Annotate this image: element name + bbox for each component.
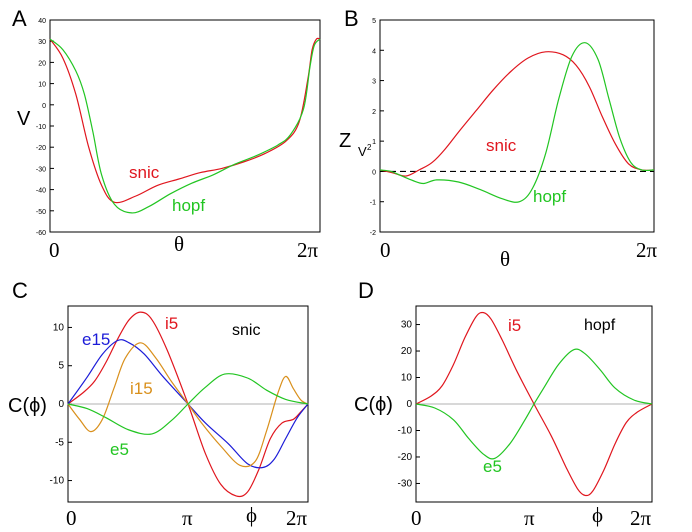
panel-c-ytick-label: -10 <box>50 476 65 487</box>
panel-b-ylabel-sup: 2 <box>367 143 372 152</box>
panel-c-xtick-2pi: 2π <box>286 506 308 530</box>
panel-d-ytick-label: 20 <box>401 346 413 357</box>
panel-a-label-snic: snic <box>129 163 160 182</box>
panel-b-xtick-2pi: 2π <box>636 238 658 262</box>
panel-c-series <box>67 311 309 498</box>
panel-a-ytick-label: -60 <box>36 230 46 237</box>
panel-a-ytick-label: 10 <box>38 82 46 89</box>
panel-c-xtick-0: 0 <box>66 506 77 530</box>
panel-d-label-i5: i5 <box>508 316 521 335</box>
panel-c-letter: C <box>12 278 28 303</box>
panel-b-xlabel: θ <box>500 247 510 271</box>
panel-b-label-snic: snic <box>486 136 517 155</box>
panel-b-xtick-0: 0 <box>380 238 391 262</box>
panel-a-ytick-label: 0 <box>42 103 46 110</box>
panel-b-ylabel: Z <box>339 130 351 152</box>
panel-a-ytick-label: -10 <box>36 124 46 131</box>
panel-c-ytick-label: -5 <box>55 437 64 448</box>
panel-c-xlabel: ϕ <box>246 503 257 527</box>
panel-d-line-e5 <box>415 348 653 460</box>
panel-c-line-i15 <box>67 342 309 468</box>
panel-b-ytick-label: 3 <box>372 79 376 86</box>
panel-d-xlabel: ϕ <box>592 503 603 527</box>
panel-a-line-hopf <box>49 38 321 214</box>
panel-c-ytick-label: 0 <box>58 399 64 410</box>
panel-b-ytick-label: 4 <box>372 48 376 55</box>
panel-c-xtick-pi: π <box>182 506 193 530</box>
panel-c-model-label: snic <box>232 322 260 339</box>
panel-a-ytick-label: 30 <box>38 39 46 46</box>
panel-c-ytick-label: 10 <box>53 322 65 333</box>
panel-b-ytick-label: -1 <box>370 200 376 207</box>
panel-c-label-e5: e5 <box>110 440 129 459</box>
panel-d-xtick-0: 0 <box>411 506 422 530</box>
panel-b-series <box>379 42 655 203</box>
panel-d-ylabel: C(ϕ) <box>354 394 393 416</box>
panel-b-ytick-label: 2 <box>372 109 376 116</box>
panel-c-y-ticks: 10 5 0 -5 -10 <box>50 322 72 487</box>
panel-a-y-ticks: 40 30 20 10 0 -10 -20 -30 -40 -50 -60 <box>36 18 54 237</box>
panel-b-ytick-label: 5 <box>372 18 376 25</box>
panel-d-model-label: hopf <box>584 317 616 334</box>
panel-d: D 30 20 10 0 -10 -20 -30 C(ϕ) 0 π 2π ϕ hopf i5… <box>354 278 653 530</box>
panel-c-label-i5: i5 <box>165 314 178 333</box>
panel-d-label-e5: e5 <box>483 457 502 476</box>
panel-a-ytick-label: 40 <box>38 18 46 25</box>
panel-b-ytick-label: 1 <box>372 139 376 146</box>
panel-c-line-e5 <box>67 373 309 435</box>
panel-d-ytick-label: -30 <box>398 478 413 489</box>
panel-a-ytick-label: -30 <box>36 166 46 173</box>
panel-b-frame <box>379 19 655 233</box>
panel-c-line-i5 <box>67 311 309 498</box>
panel-b-letter: B <box>344 6 359 31</box>
panel-a-xtick-0: 0 <box>49 238 60 262</box>
panel-d-xtick-pi: π <box>524 506 535 530</box>
panel-a-xlabel: θ <box>174 232 184 256</box>
panel-a-label-hopf: hopf <box>172 196 205 215</box>
panel-b-line-snic <box>379 51 655 177</box>
panel-a-ytick-label: -40 <box>36 188 46 195</box>
panel-c-ylabel: C(ϕ) <box>8 395 47 417</box>
panel-b-ylabel-sub: V <box>358 144 367 159</box>
panel-d-series <box>415 311 653 497</box>
panel-d-ytick-label: 0 <box>406 399 412 410</box>
panel-a-letter: A <box>12 6 27 31</box>
panel-a-ytick-label: -50 <box>36 209 46 216</box>
panel-d-letter: D <box>358 278 374 303</box>
panel-a-ytick-label: -20 <box>36 145 46 152</box>
panel-c-label-e15: e15 <box>82 330 110 349</box>
panel-d-ytick-label: 30 <box>401 320 413 331</box>
panel-c: C 10 5 0 -5 -10 C(ϕ) 0 π 2π ϕ snic i5 e15 i1… <box>8 278 309 530</box>
panel-b-label-hopf: hopf <box>533 187 566 206</box>
panel-d-ytick-label: -20 <box>398 452 413 463</box>
panel-d-xtick-2pi: 2π <box>630 506 652 530</box>
panel-a-xtick-2pi: 2π <box>297 238 319 262</box>
panel-a-ytick-label: 20 <box>38 60 46 67</box>
panel-b-ytick-label: 0 <box>372 169 376 176</box>
panel-b-ytick-label: -2 <box>370 230 376 237</box>
panel-c-label-i15: i15 <box>130 379 153 398</box>
panel-d-y-ticks: 30 20 10 0 -10 -20 -30 <box>398 320 420 489</box>
panel-d-ytick-label: 10 <box>401 373 413 384</box>
panel-b-line-hopf <box>379 42 655 203</box>
panel-c-line-e15 <box>67 339 309 469</box>
panel-a-ylabel: V <box>17 108 31 130</box>
panel-a-series <box>49 37 321 214</box>
panel-d-ytick-label: -10 <box>398 425 413 436</box>
panel-c-ytick-label: 5 <box>58 361 64 372</box>
panel-a: A 40 30 20 10 0 -10 -20 -30 -40 -50 -60 V 0 2π θ s… <box>12 6 321 262</box>
